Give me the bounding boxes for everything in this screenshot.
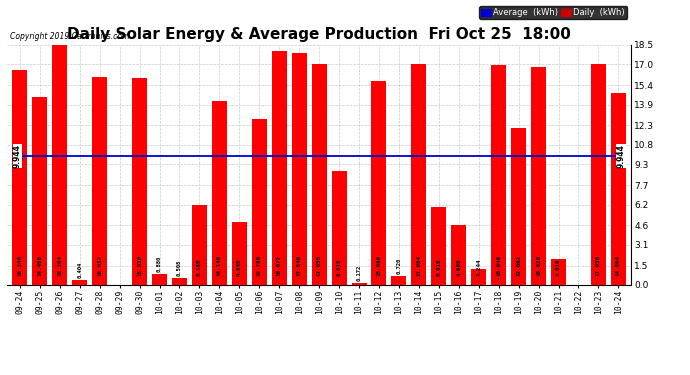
Bar xyxy=(192,205,207,285)
Bar xyxy=(12,70,28,285)
Text: 15.696: 15.696 xyxy=(377,255,382,276)
Bar xyxy=(212,102,227,285)
Text: 0.880: 0.880 xyxy=(157,255,162,272)
Text: 9.944: 9.944 xyxy=(616,144,625,168)
Text: 18.072: 18.072 xyxy=(277,255,282,276)
Text: 6.016: 6.016 xyxy=(436,258,442,276)
Text: 4.840: 4.840 xyxy=(237,258,241,276)
Bar xyxy=(292,54,306,285)
Bar xyxy=(611,93,626,285)
Bar xyxy=(332,171,346,285)
Text: 0.720: 0.720 xyxy=(397,258,402,274)
Bar xyxy=(52,45,67,285)
Bar xyxy=(92,77,107,285)
Text: 6.180: 6.180 xyxy=(197,258,202,276)
Text: 17.056: 17.056 xyxy=(317,255,322,276)
Bar xyxy=(152,274,167,285)
Bar xyxy=(451,225,466,285)
Text: 16.032: 16.032 xyxy=(97,255,102,276)
Bar xyxy=(471,269,486,285)
Bar xyxy=(491,65,506,285)
Title: Daily Solar Energy & Average Production  Fri Oct 25  18:00: Daily Solar Energy & Average Production … xyxy=(67,27,571,42)
Bar xyxy=(272,51,287,285)
Bar xyxy=(431,207,446,285)
Text: 16.948: 16.948 xyxy=(496,255,501,276)
Text: 12.092: 12.092 xyxy=(516,255,521,276)
Text: 12.780: 12.780 xyxy=(257,255,262,276)
Text: 4.600: 4.600 xyxy=(456,258,462,276)
Text: 2.016: 2.016 xyxy=(556,258,561,276)
Legend: Average  (kWh), Daily  (kWh): Average (kWh), Daily (kWh) xyxy=(479,6,627,19)
Text: 18.504: 18.504 xyxy=(57,255,62,276)
Text: 0.508: 0.508 xyxy=(177,260,182,276)
Text: 8.816: 8.816 xyxy=(337,258,342,276)
Bar xyxy=(591,64,606,285)
Bar xyxy=(312,64,326,285)
Text: 14.468: 14.468 xyxy=(37,255,42,276)
Bar xyxy=(351,283,366,285)
Text: 0.172: 0.172 xyxy=(357,265,362,281)
Text: 15.920: 15.920 xyxy=(137,255,142,276)
Bar xyxy=(172,278,187,285)
Bar xyxy=(32,97,48,285)
Bar xyxy=(371,81,386,285)
Text: 17.064: 17.064 xyxy=(416,255,422,276)
Text: 14.148: 14.148 xyxy=(217,255,222,276)
Bar xyxy=(391,276,406,285)
Text: 14.804: 14.804 xyxy=(616,255,621,276)
Bar xyxy=(232,222,247,285)
Bar xyxy=(132,78,147,285)
Text: 17.056: 17.056 xyxy=(596,255,601,276)
Bar xyxy=(531,67,546,285)
Bar xyxy=(252,119,267,285)
Text: Copyright 2019 Cartronics.com: Copyright 2019 Cartronics.com xyxy=(10,32,130,41)
Bar xyxy=(411,64,426,285)
Text: 16.820: 16.820 xyxy=(536,255,541,276)
Text: 9.944: 9.944 xyxy=(13,144,22,168)
Bar xyxy=(72,280,87,285)
Text: 16.548: 16.548 xyxy=(17,255,22,276)
Text: 17.848: 17.848 xyxy=(297,255,302,276)
Bar xyxy=(511,128,526,285)
Bar xyxy=(551,259,566,285)
Text: 0.404: 0.404 xyxy=(77,262,82,278)
Text: 1.244: 1.244 xyxy=(476,258,481,276)
